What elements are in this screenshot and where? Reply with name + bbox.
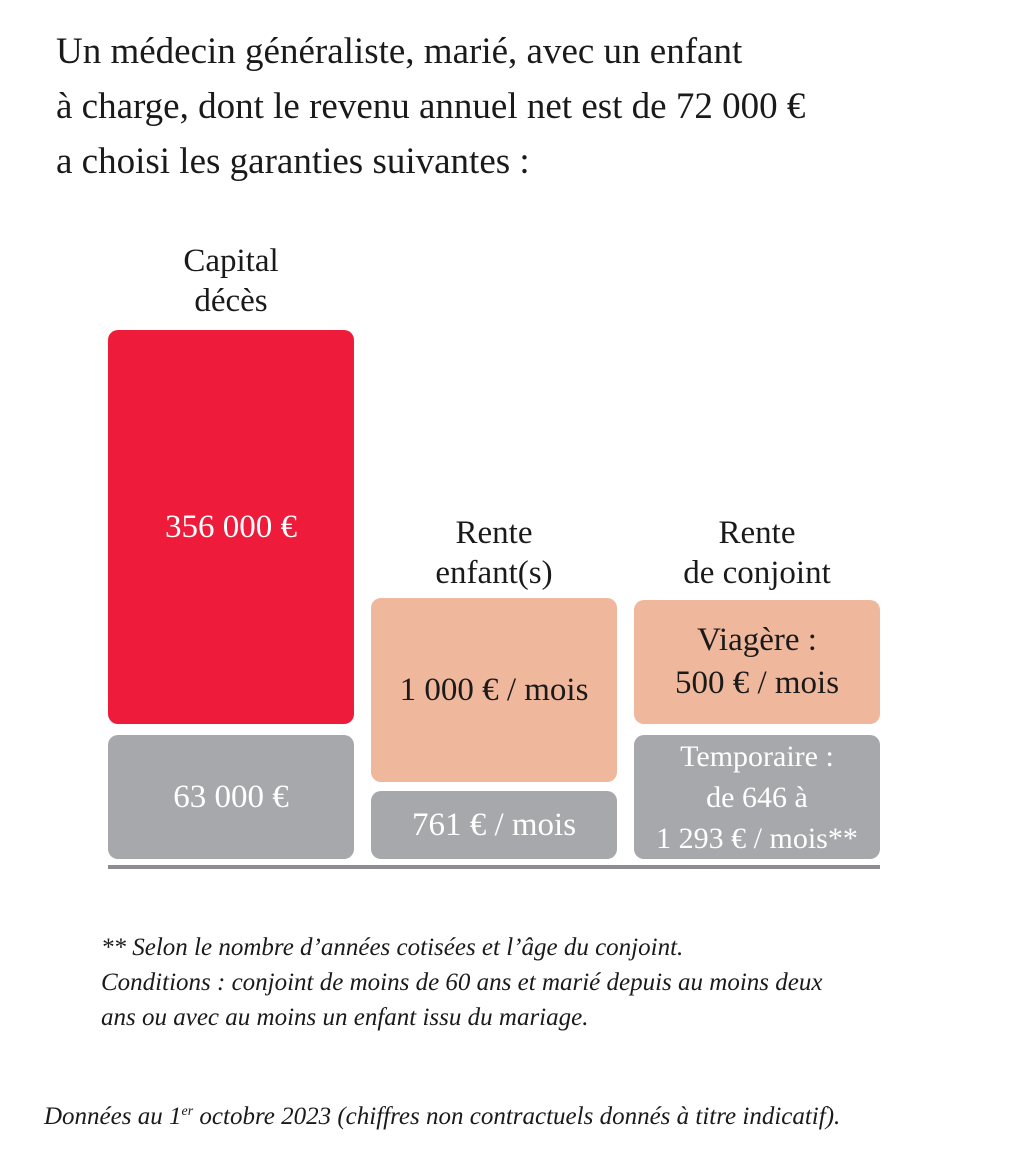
bar-value-label: Viagère : [697,622,817,658]
bar-rente-enfants-main: 1 000 € / mois [371,598,617,782]
bar-value-label: de 646 à [706,780,808,814]
column-label-rente-conjoint: Rente de conjoint [634,513,880,593]
column-label-line: Rente [718,515,796,551]
bar-rente-enfants-base: 761 € / mois [371,791,617,859]
bar-value-label: 761 € / mois [411,806,577,843]
column-label-capital-deces: Capital décès [108,241,354,321]
intro-line: Un médecin généraliste, marié, avec un e… [56,31,743,72]
footnote-line: Conditions : conjoint de moins de 60 ans… [101,969,823,996]
column-label-line: Rente [455,515,533,551]
bar-value-label: 1 000 € / mois [399,671,589,708]
intro-text: Un médecin généraliste, marié, avec un e… [56,24,986,189]
chart-baseline [108,865,880,869]
footnote-line: ans ou avec au moins un enfant issu du m… [101,1004,589,1031]
footnote: ** Selon le nombre d’années cotisées et … [101,930,981,1035]
bar-value-label: 1 293 € / mois** [656,821,858,855]
bar-value-label: Temporaire : [680,739,834,773]
column-label-line: décès [194,283,268,319]
source-superscript: er [181,1104,194,1119]
source-note: Données au 1er octobre 2023 (chiffres no… [44,1100,840,1134]
bar-capital-deces-main: 356 000 € [108,330,354,724]
bar-rente-conjoint-main: Viagère : 500 € / mois [634,600,880,724]
bar-value-label: 500 € / mois [674,665,840,701]
bar-value-label: 63 000 € [173,778,289,815]
column-label-line: enfant(s) [435,555,553,591]
column-label-line: de conjoint [683,555,831,591]
bar-value-label: 356 000 € [165,508,297,545]
bar-capital-deces-base: 63 000 € [108,735,354,859]
footnote-line: ** Selon le nombre d’années cotisées et … [101,934,684,961]
intro-line: à charge, dont le revenu annuel net est … [56,86,806,127]
intro-line: a choisi les garanties suivantes : [56,141,530,182]
source-suffix: octobre 2023 (chiffres non contractuels … [193,1103,841,1130]
column-label-rente-enfants: Rente enfant(s) [371,513,617,593]
source-prefix: Données au 1 [44,1103,182,1130]
column-label-line: Capital [183,243,279,279]
bar-rente-conjoint-base: Temporaire : de 646 à 1 293 € / mois** [634,735,880,859]
